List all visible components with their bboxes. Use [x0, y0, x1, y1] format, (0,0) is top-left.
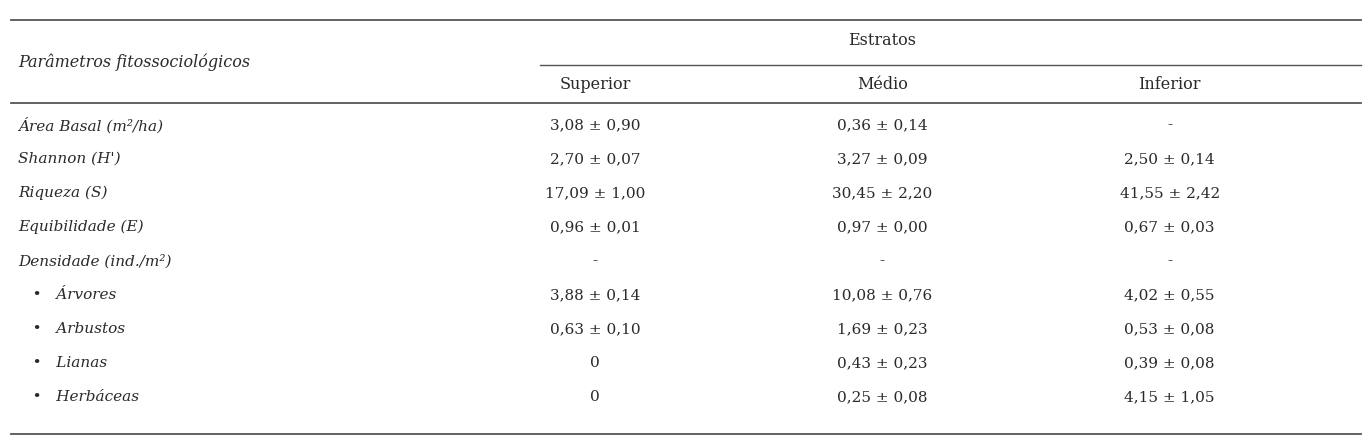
Text: 0,39 ± 0,08: 0,39 ± 0,08: [1124, 356, 1215, 370]
Text: Densidade (ind./m²): Densidade (ind./m²): [18, 254, 171, 268]
Text: -: -: [592, 254, 598, 268]
Text: 2,70 ± 0,07: 2,70 ± 0,07: [550, 152, 640, 166]
Text: 3,27 ± 0,09: 3,27 ± 0,09: [837, 152, 928, 166]
Text: -: -: [1167, 254, 1172, 268]
Text: •   Herbáceas: • Herbáceas: [18, 390, 140, 404]
Text: 0,43 ± 0,23: 0,43 ± 0,23: [837, 356, 928, 370]
Text: Equibilidade (E): Equibilidade (E): [18, 220, 144, 234]
Text: 17,09 ± 1,00: 17,09 ± 1,00: [544, 186, 646, 200]
Text: 41,55 ± 2,42: 41,55 ± 2,42: [1119, 186, 1220, 200]
Text: Estratos: Estratos: [848, 32, 917, 49]
Text: 0,53 ± 0,08: 0,53 ± 0,08: [1124, 322, 1215, 336]
Text: 0,36 ± 0,14: 0,36 ± 0,14: [837, 118, 928, 132]
Text: 0,63 ± 0,10: 0,63 ± 0,10: [550, 322, 640, 336]
Text: -: -: [880, 254, 885, 268]
Text: 1,69 ± 0,23: 1,69 ± 0,23: [837, 322, 928, 336]
Text: •   Lianas: • Lianas: [18, 356, 107, 370]
Text: 30,45 ± 2,20: 30,45 ± 2,20: [832, 186, 933, 200]
Text: 0: 0: [590, 390, 601, 404]
Text: 0,97 ± 0,00: 0,97 ± 0,00: [837, 220, 928, 234]
Text: Inferior: Inferior: [1138, 76, 1201, 93]
Text: 3,08 ± 0,90: 3,08 ± 0,90: [550, 118, 640, 132]
Text: 4,15 ± 1,05: 4,15 ± 1,05: [1124, 390, 1215, 404]
Text: Área Basal (m²/ha): Área Basal (m²/ha): [18, 117, 163, 133]
Text: 3,88 ± 0,14: 3,88 ± 0,14: [550, 288, 640, 302]
Text: 0,96 ± 0,01: 0,96 ± 0,01: [550, 220, 640, 234]
Text: Shannon (H'): Shannon (H'): [18, 152, 120, 166]
Text: -: -: [1167, 118, 1172, 132]
Text: Superior: Superior: [560, 76, 631, 93]
Text: •   Arbustos: • Arbustos: [18, 322, 124, 336]
Text: Riqueza (S): Riqueza (S): [18, 186, 107, 200]
Text: Parâmetros fitossociológicos: Parâmetros fitossociológicos: [18, 54, 250, 72]
Text: 10,08 ± 0,76: 10,08 ± 0,76: [832, 288, 933, 302]
Text: 0,25 ± 0,08: 0,25 ± 0,08: [837, 390, 928, 404]
Text: 2,50 ± 0,14: 2,50 ± 0,14: [1124, 152, 1215, 166]
Text: •   Árvores: • Árvores: [18, 288, 116, 302]
Text: 0,67 ± 0,03: 0,67 ± 0,03: [1124, 220, 1215, 234]
Text: 0: 0: [590, 356, 601, 370]
Text: 4,02 ± 0,55: 4,02 ± 0,55: [1124, 288, 1215, 302]
Text: Médio: Médio: [856, 76, 908, 93]
